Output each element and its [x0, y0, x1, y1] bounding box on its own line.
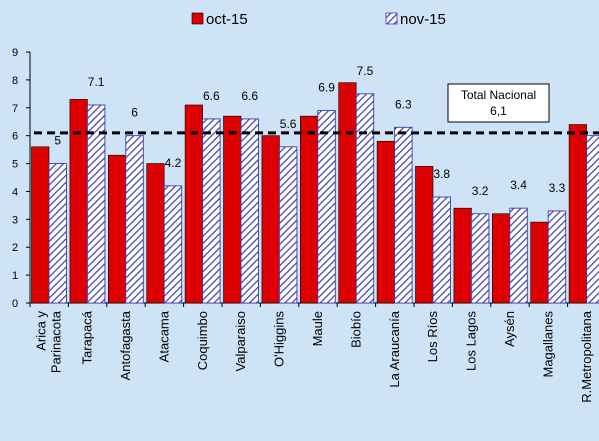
legend-label-oct-15: oct-15 — [206, 11, 248, 28]
legend: oct-15 nov-15 — [191, 11, 446, 28]
reference-annotation-title: Total Nacional — [461, 88, 536, 102]
category-label: Magallanes — [540, 311, 555, 378]
value-label-nov-15: 5.6 — [280, 117, 297, 131]
bar-oct-15 — [223, 115, 242, 304]
category-label: Los Lagos — [464, 311, 479, 371]
bar-nov-15 — [48, 163, 67, 304]
value-labels: 5 7.1 6 4.2 6.6 6.6 5.6 6.9 7.5 6.3 3.8 3.2 3.4 3.3 — [54, 64, 565, 198]
bar-nov-15 — [432, 196, 451, 304]
category-label: O'Higgins — [272, 311, 287, 367]
category-label: Parinacota — [49, 310, 64, 373]
bar-nov-15 — [86, 104, 106, 304]
bar-nov-15 — [278, 146, 298, 304]
bar-oct-15 — [376, 140, 395, 304]
bar-nov-15 — [470, 213, 490, 304]
bar-oct-15 — [530, 221, 549, 304]
bar-oct-15 — [568, 124, 587, 304]
category-label: Los Ríos — [425, 311, 440, 363]
bar-nov-15 — [163, 185, 183, 304]
value-label-nov-15: 6.6 — [241, 89, 258, 103]
category-label: Aysén — [502, 311, 517, 347]
value-label-nov-15: 7.5 — [357, 64, 374, 78]
value-label-nov-15: 4.2 — [165, 156, 182, 170]
legend-swatch-oct-15 — [191, 12, 204, 25]
reference-annotation-value: 6,1 — [490, 104, 507, 118]
bar-nov-15 — [125, 135, 144, 304]
bar-oct-15 — [415, 166, 434, 304]
bar-nov-15 — [240, 118, 259, 304]
category-label: Coquimbo — [195, 311, 210, 370]
bar-nov-15 — [586, 135, 599, 304]
reference-annotation-box — [447, 83, 550, 123]
category-label: Biobío — [348, 311, 363, 348]
category-label: Arica y — [34, 311, 49, 351]
category-label: Valparaiso — [233, 311, 248, 371]
value-label-nov-15: 3.8 — [433, 167, 450, 181]
y-tick-label: 3 — [12, 214, 18, 226]
bar-oct-15 — [299, 115, 319, 304]
bar-nov-15 — [509, 207, 528, 304]
value-label-nov-15: 7.1 — [88, 75, 105, 89]
y-tick-label: 9 — [12, 47, 18, 59]
y-tick-label: 2 — [12, 242, 18, 254]
bar-oct-15 — [31, 146, 50, 304]
reference-line-group: Total Nacional 6,1 — [34, 83, 599, 135]
y-tick-label: 1 — [12, 270, 18, 282]
y-tick-label: 7 — [12, 103, 18, 115]
bar-oct-15 — [184, 104, 203, 304]
bar-oct-15 — [491, 213, 511, 304]
y-tick-label: 6 — [12, 131, 18, 143]
bar-oct-15 — [261, 135, 280, 304]
bars — [31, 82, 599, 304]
category-label: La Araucanía — [387, 310, 402, 387]
legend-label-nov-15: nov-15 — [400, 11, 446, 28]
category-label: Atacama — [156, 310, 171, 362]
category-labels: Arica y Parinacota Tarapacá Antofagasta Atac… — [34, 310, 594, 403]
bar-oct-15 — [453, 207, 472, 304]
bar-oct-15 — [69, 99, 88, 304]
bar-nov-15 — [202, 118, 221, 304]
category-label: Tarapacá — [80, 310, 95, 364]
bar-oct-15 — [338, 82, 357, 304]
value-label-nov-15: 5 — [54, 134, 61, 148]
bar-nov-15 — [394, 126, 413, 304]
bar-nov-15 — [547, 210, 567, 304]
value-label-nov-15: 6.6 — [203, 89, 220, 103]
bar-nov-15 — [355, 93, 375, 304]
bar-nov-15 — [317, 110, 336, 304]
value-label-nov-15: 6.9 — [318, 81, 335, 95]
y-tick-label: 4 — [12, 186, 18, 198]
category-label: R.Metropolitana — [579, 310, 594, 403]
y-tick-label: 0 — [12, 298, 18, 310]
bar-oct-15 — [108, 154, 127, 304]
y-tick-label: 8 — [12, 75, 18, 87]
value-label-nov-15: 3.4 — [510, 178, 527, 192]
category-label: Antofagasta — [118, 310, 133, 380]
bar-oct-15 — [146, 163, 165, 304]
legend-swatch-nov-15 — [385, 12, 398, 25]
value-label-nov-15: 6 — [131, 106, 138, 120]
value-label-nov-15: 3.2 — [472, 184, 489, 198]
value-label-nov-15: 3.3 — [549, 181, 566, 195]
value-label-nov-15: 6.3 — [395, 97, 412, 111]
category-label: Maule — [310, 311, 325, 346]
y-tick-label: 5 — [12, 159, 18, 171]
